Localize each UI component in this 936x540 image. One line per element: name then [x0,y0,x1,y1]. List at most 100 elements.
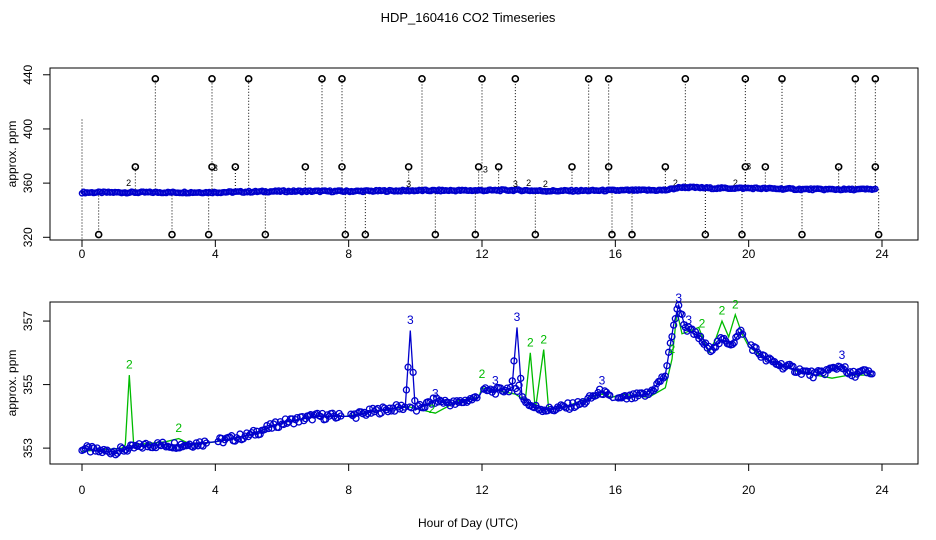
series3-point [261,425,269,433]
outlier-high-point [318,75,326,83]
outlier-low-point [874,230,883,239]
outlier-high-point [511,75,520,83]
series2-label: 2 [429,402,436,416]
series3-point [752,344,760,352]
outlier-low-point [701,230,710,239]
series3-point [308,416,316,424]
outlier-low-point [94,230,103,239]
x-tick-label: 24 [875,247,889,261]
outlier-high-point [741,75,750,83]
x-tick-label: 20 [742,483,756,497]
series3-point [179,443,187,451]
series3-point [543,407,552,415]
outlier-low-point [531,230,540,239]
series3-point [333,413,342,422]
outlier-low-point [361,230,370,239]
y-tick-label: 360 [21,173,35,193]
series3-point [217,434,226,443]
series3-point [533,404,542,412]
series3-point [580,400,589,408]
series3-point [664,348,673,356]
outlier-low-point [431,230,440,239]
series3-point [249,426,258,435]
series3-point [194,442,202,450]
outlier-low-point [471,230,480,239]
outlier-mid-point [131,163,140,171]
outlier-high-point [871,75,880,83]
series3-point [868,370,876,378]
series3-point [651,384,659,393]
series3-point [438,397,446,406]
outlier-high-point [338,75,346,83]
series3-point [728,340,737,349]
series3-point [717,334,725,342]
series3-spike-label: 3 [513,179,518,189]
series3-point [804,367,812,376]
series3-point [251,431,259,439]
series3-point [738,330,747,338]
x-tick-label: 8 [345,247,352,261]
series2-spike-label: 2 [733,178,738,188]
y-tick-label: 440 [21,64,35,84]
outlier-low-point [738,230,746,239]
series3-spike-label: 3 [746,162,751,172]
series3-spike-label: 3 [483,164,488,174]
outlier-mid-point [761,163,770,171]
outlier-mid-point [474,163,483,171]
x-tick-label: 8 [345,483,352,497]
outlier-mid-point [741,163,750,171]
series3-point [515,381,523,389]
y-axis-label: approx. ppm [5,121,19,188]
x-tick-label: 16 [609,483,623,497]
series3-point [243,429,251,437]
series3-point [480,385,488,393]
x-tick-label: 0 [79,483,86,497]
series3-spike-label: 3 [213,163,218,173]
x-tick-label: 0 [79,247,86,261]
series3-point [846,368,854,376]
series3-point [508,377,516,385]
series3-point [300,417,308,425]
y-tick-label: 400 [21,119,35,139]
outlier-low-point [628,230,636,239]
outlier-low-point [261,230,270,239]
outlier-mid-point [338,163,346,171]
series2-label: 2 [479,367,486,381]
outlier-mid-point [494,163,503,171]
series3-point [577,399,585,407]
y-tick-label: 353 [21,438,35,458]
series3-point [337,412,345,420]
series3-point [464,397,473,405]
x-tick-label: 24 [875,483,889,497]
x-tick-label: 4 [212,483,219,497]
x-tick-label: 4 [212,247,219,261]
x-tick-label: 20 [742,247,756,261]
series3-point [517,374,525,382]
series2-spike-label: 2 [526,178,531,188]
series3-label: 3 [514,310,521,324]
series3-point [538,407,547,416]
series2-label: 2 [527,335,534,349]
series3-point [202,439,211,447]
series3-point [357,408,365,416]
outlier-high-point [584,75,593,83]
series3-spike-label: 3 [406,179,411,189]
series3-point [83,442,91,450]
series3-point [268,424,276,432]
outlier-low-point [608,230,616,239]
x-tick-label: 12 [475,483,489,497]
outlier-mid-point [871,163,880,171]
series2-label: 2 [540,332,547,346]
series3-point [659,374,668,382]
series3-point [473,394,481,402]
series2-spike-label: 2 [543,179,548,189]
series3-label: 3 [685,313,692,327]
outlier-mid-point [834,163,843,171]
series3-point [668,332,676,341]
series3-point [382,406,390,414]
series2-spike-label: 2 [126,178,131,188]
outlier-mid-point [604,163,613,171]
outlier-low-point [798,230,806,239]
series2-label: 2 [126,358,133,372]
